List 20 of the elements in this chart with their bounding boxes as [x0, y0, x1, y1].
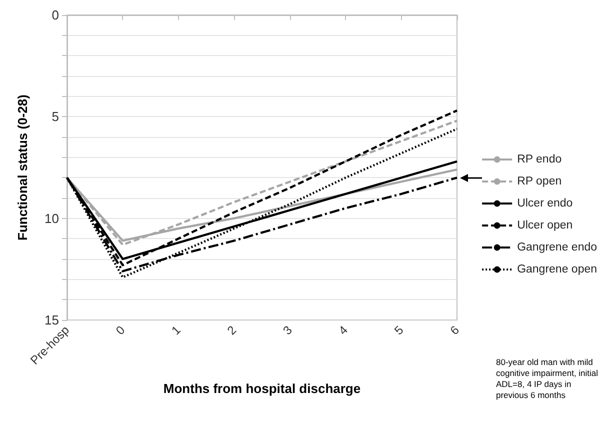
- legend-label: RP open: [517, 176, 562, 188]
- y-tick-label: 0: [52, 8, 59, 22]
- x-tick-label: 6: [447, 322, 462, 338]
- x-tick-label: 2: [224, 322, 240, 338]
- legend-label: Gangrene open: [517, 264, 598, 276]
- y-tick-label: 15: [44, 312, 59, 328]
- text: 80-year old man with mild cognitive impairment, initial ADL=8, 4 IP days in previous 6 months: [496, 357, 600, 401]
- x-tick-label: 5: [392, 322, 406, 338]
- legend-label: RP endo: [517, 154, 562, 166]
- x-tick-label: 1: [168, 322, 184, 338]
- x-tick-label: 0: [113, 322, 128, 338]
- legend-label: Gangrene endo: [517, 242, 598, 254]
- y-tick-label: 10: [44, 210, 59, 226]
- x-tick-label: 4: [336, 322, 351, 338]
- legend-label: Ulcer endo: [517, 198, 573, 210]
- x-axis-title: Months from hospital discharge: [163, 381, 361, 396]
- y-axis-title: Functional status (0-28): [15, 94, 30, 240]
- legend-label: Ulcer open: [517, 220, 573, 232]
- x-tick-label: 3: [280, 322, 296, 338]
- y-tick-label: 5: [52, 109, 59, 124]
